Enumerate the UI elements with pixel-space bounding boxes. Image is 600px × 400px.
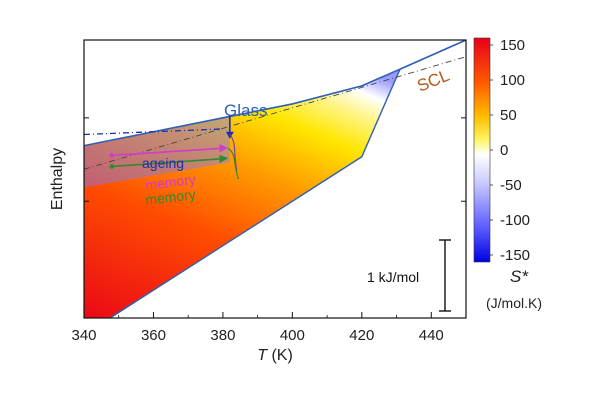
memory-start-magenta <box>109 153 115 158</box>
colorbar-title: S* <box>510 267 529 286</box>
plot-frame <box>83 39 467 319</box>
memory-arrow-magenta <box>111 147 220 157</box>
ageing-dashdot-line <box>84 128 223 136</box>
colorbar-tick-label: 0 <box>500 142 508 159</box>
x-axis-unit: (K) <box>267 347 293 364</box>
colorbar-tick-label: 50 <box>500 107 517 124</box>
x-tick-label: 420 <box>349 327 374 344</box>
colorbar-tick-label: 100 <box>500 72 525 89</box>
memory-label-magenta: memory <box>144 171 196 193</box>
scl-line <box>108 40 466 318</box>
x-axis-title: T (K) <box>257 347 293 364</box>
colorbar-tick-label: -150 <box>500 247 530 264</box>
memory-arrowhead-green <box>219 154 229 163</box>
ageing-label: ageing <box>142 155 184 171</box>
x-tick-label: 440 <box>419 327 444 344</box>
memory-arrow-green <box>111 158 220 168</box>
colorbar-tick-label: 150 <box>500 37 525 54</box>
relaxation-curve-green <box>227 147 240 180</box>
x-tick-label: 340 <box>71 327 96 344</box>
x-axis-symbol: T <box>257 347 268 364</box>
y-axis-title: Enthalpy <box>49 148 66 210</box>
scl-label: SCL <box>414 66 452 96</box>
x-tick-label: 400 <box>280 327 305 344</box>
x-tick-label: 360 <box>141 327 166 344</box>
memory-label-green: memory <box>144 186 196 208</box>
glass-label: Glass <box>224 101 267 120</box>
memory-arrowhead-magenta <box>219 144 229 153</box>
memory-start-green <box>109 164 115 169</box>
scale-bar-label: 1 kJ/mol <box>367 269 419 285</box>
dashdot-reference-line <box>84 56 466 170</box>
colorbar <box>473 37 491 263</box>
x-tick-label: 380 <box>210 327 235 344</box>
colorbar-tick-label: -50 <box>500 177 522 194</box>
colorbar-tick-label: -100 <box>500 212 530 229</box>
colorbar-unit: (J/mol.K) <box>486 295 542 311</box>
entropy-wedge-fill <box>84 40 466 318</box>
